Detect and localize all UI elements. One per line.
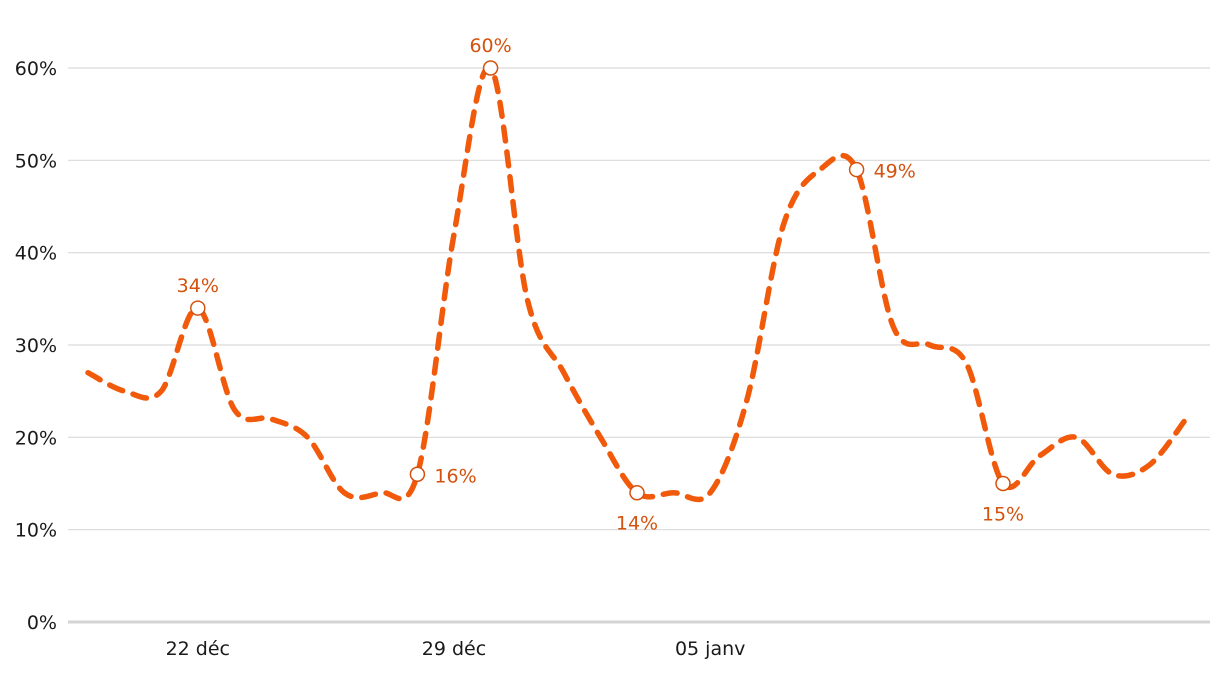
data-point-marker: [848, 161, 865, 178]
data-labels: 34% 16% 60% 14% 49% 15%: [177, 35, 1024, 535]
data-label: 60%: [469, 35, 511, 57]
y-tick-label: 0%: [27, 612, 57, 634]
data-label: 34%: [177, 275, 219, 297]
y-tick-label: 10%: [15, 520, 57, 542]
gridlines: [68, 67, 1210, 624]
y-tick-label: 50%: [15, 150, 57, 172]
series-layer: [85, 64, 1189, 503]
data-label: 15%: [982, 504, 1024, 526]
data-markers: [190, 60, 1011, 501]
data-label: 49%: [874, 161, 916, 183]
data-point-marker: [409, 466, 426, 483]
x-tick-label: 29 déc: [422, 638, 486, 660]
x-tick-label: 22 déc: [166, 638, 230, 660]
data-point-marker: [995, 475, 1011, 492]
y-axis-ticks: 0% 10% 20% 30% 40% 50% 60%: [15, 58, 57, 634]
y-tick-label: 40%: [15, 243, 57, 265]
data-point-marker: [482, 60, 499, 76]
x-axis-ticks: 22 déc 29 déc 05 janv: [166, 638, 746, 660]
data-label: 16%: [434, 465, 476, 487]
data-point-marker: [629, 484, 645, 501]
data-point-marker: [190, 300, 206, 316]
y-tick-label: 20%: [15, 427, 57, 449]
y-tick-label: 60%: [15, 58, 57, 80]
data-label: 14%: [616, 513, 658, 535]
series-line: [85, 64, 1189, 503]
x-tick-label: 05 janv: [675, 638, 745, 660]
y-tick-label: 30%: [15, 335, 57, 357]
